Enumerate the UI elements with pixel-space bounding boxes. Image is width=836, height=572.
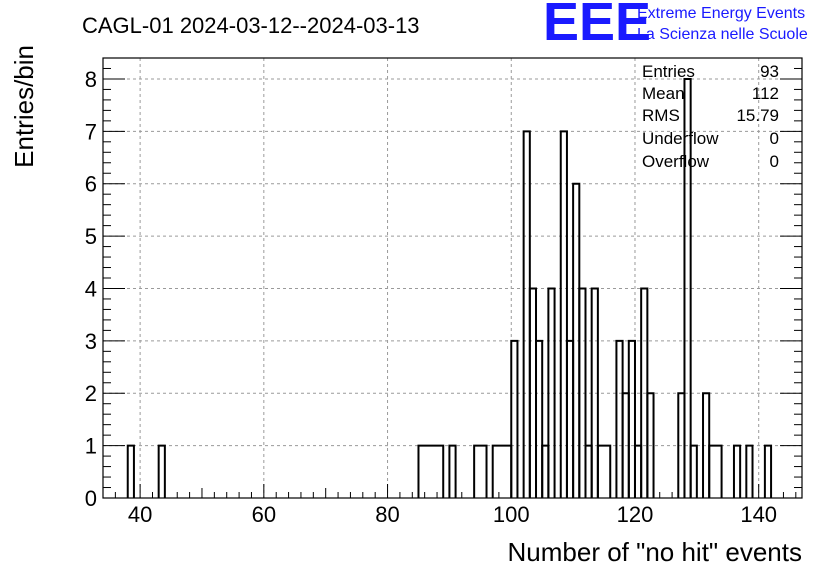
stat-value-mean: 112 (752, 84, 779, 103)
stat-label-rms: RMS (642, 106, 680, 125)
histogram-bin-1 (157, 444, 166, 498)
histogram-bin-27 (689, 444, 698, 498)
logo-mark: EEE (543, 0, 651, 52)
histogram-bin-3 (448, 444, 457, 498)
histogram-bin-21 (627, 339, 636, 498)
y-tick-label-6: 6 (85, 172, 97, 197)
y-tick-label-7: 7 (85, 119, 97, 144)
plot-frame (102, 57, 803, 499)
histogram-bin-4 (473, 444, 488, 498)
histogram-bin-9 (535, 339, 544, 498)
stat-label-underflow: Underflow (642, 129, 719, 148)
x-tick-label-120: 120 (617, 502, 654, 527)
y-tick-label-8: 8 (85, 67, 97, 92)
stat-value-overflow: 0 (770, 152, 779, 171)
grid-layer (103, 58, 802, 498)
stat-value-underflow: 0 (770, 129, 779, 148)
y-tick-label-3: 3 (85, 329, 97, 354)
x-tick-label-40: 40 (128, 502, 152, 527)
histogram-bin-6 (510, 339, 519, 498)
eee-logo: EEE Extreme Energy Events La Scienza nel… (543, 0, 808, 52)
logo-line-1: Extreme Energy Events (637, 5, 805, 22)
histogram-bin-11 (547, 287, 556, 498)
histogram-bin-24 (646, 392, 655, 498)
ticks-layer: 40 60 80 100 120 140 0 1 2 3 4 5 6 7 8 (85, 67, 802, 527)
histogram-bin-26 (683, 77, 692, 498)
histogram-bin-32 (763, 444, 773, 498)
y-tick-label-2: 2 (85, 381, 97, 406)
y-axis-title: Entries/bin (9, 45, 39, 168)
logo-line-2: La Scienza nelle Scuole (637, 26, 808, 43)
histogram-layer (126, 77, 773, 498)
axes-frame (102, 57, 803, 499)
histogram-bin-5 (491, 444, 513, 498)
histogram-bin-29 (708, 444, 723, 498)
histogram-bin-30 (732, 444, 742, 498)
histogram-bin-12 (559, 130, 568, 498)
histogram-bin-15 (578, 287, 587, 498)
y-tick-label-1: 1 (85, 434, 97, 459)
x-tick-label-140: 140 (740, 502, 777, 527)
histogram-bin-0 (126, 444, 135, 498)
histogram-bin-17 (590, 287, 599, 498)
histogram-bin-2 (417, 444, 445, 498)
y-tick-label-5: 5 (85, 224, 97, 249)
x-tick-label-80: 80 (375, 502, 399, 527)
chart-title: CAGL-01 2024-03-12--2024-03-13 (82, 13, 420, 38)
x-axis-title: Number of "no hit" events (508, 537, 803, 567)
stat-value-rms: 15.79 (736, 106, 779, 125)
y-tick-label-0: 0 (85, 486, 97, 511)
stat-label-overflow: Overflow (642, 152, 710, 171)
stat-label-mean: Mean (642, 84, 685, 103)
stat-value-entries: 93 (760, 62, 779, 81)
stats-box: Entries 93 Mean 112 RMS 15.79 Underflow … (642, 62, 779, 171)
x-tick-label-100: 100 (493, 502, 530, 527)
x-tick-label-60: 60 (252, 502, 276, 527)
stat-label-entries: Entries (642, 62, 695, 81)
histogram-bin-18 (596, 444, 612, 498)
histogram-bin-31 (745, 444, 754, 498)
y-tick-label-4: 4 (85, 276, 97, 301)
